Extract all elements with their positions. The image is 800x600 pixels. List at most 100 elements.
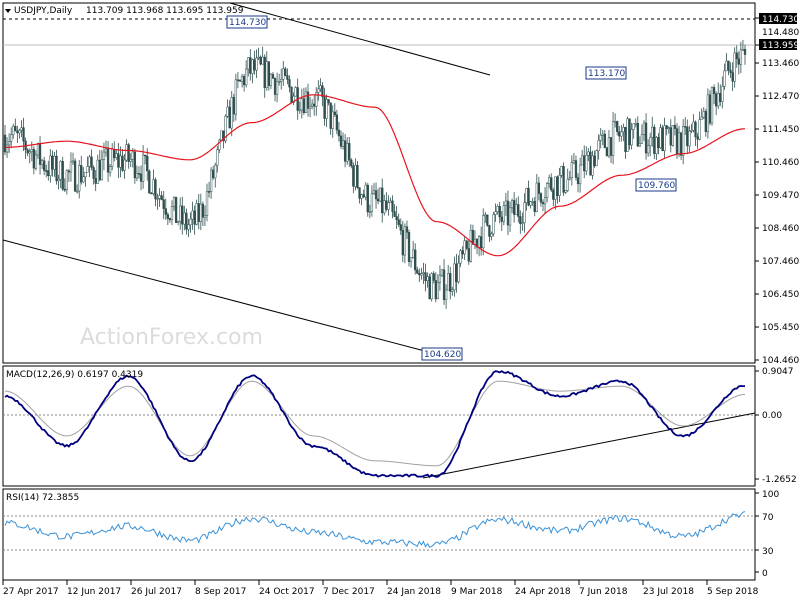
candle-body xyxy=(45,170,48,172)
annotation-114730: 114.730 xyxy=(226,15,268,29)
candle-body xyxy=(644,122,648,154)
candle-body xyxy=(632,123,635,130)
candle-body xyxy=(506,200,510,226)
macd-tick-label: -1.2652 xyxy=(762,475,797,485)
annotation-104620: 104.620 xyxy=(421,347,463,361)
candle-body xyxy=(517,204,520,217)
candle-body xyxy=(486,214,489,226)
candle-body xyxy=(622,127,625,133)
candle-body xyxy=(548,177,551,184)
candle-body xyxy=(141,154,145,182)
candle-body xyxy=(278,81,281,83)
candle-body xyxy=(63,188,66,191)
rsi-tick-label: 0 xyxy=(762,569,768,579)
candle-body xyxy=(325,99,328,119)
candle-body xyxy=(469,229,472,262)
ohlc-label: 113.709 113.968 113.695 113.959 xyxy=(86,6,244,16)
candle-body xyxy=(86,166,89,173)
candle-body xyxy=(554,176,557,200)
candle-body xyxy=(541,202,545,205)
candle-body xyxy=(302,98,306,113)
candle-body xyxy=(688,130,691,147)
candle-body xyxy=(195,203,198,225)
candle-body xyxy=(38,143,42,165)
candle-body xyxy=(414,249,417,271)
price-tick-label: 110.460 xyxy=(762,158,799,168)
candle-body xyxy=(634,122,637,125)
candle-body xyxy=(92,167,95,179)
candle-body xyxy=(599,135,602,141)
candle-body xyxy=(249,57,252,74)
macd-line xyxy=(4,370,745,479)
candle-body xyxy=(475,238,479,248)
macd-panel-frame xyxy=(2,365,756,487)
candle-body xyxy=(360,194,363,199)
candle-body xyxy=(164,208,167,215)
candle-body xyxy=(712,87,716,95)
candle-body xyxy=(451,289,454,292)
candle-body xyxy=(607,137,611,157)
candle-body xyxy=(677,132,681,155)
candle-body xyxy=(362,194,365,198)
candle-body xyxy=(306,91,310,109)
candle-body xyxy=(84,171,87,178)
candle-body xyxy=(692,121,695,131)
candle-body xyxy=(80,165,83,183)
candle-body xyxy=(224,115,227,142)
candle-body xyxy=(181,205,184,225)
candle-body xyxy=(158,195,161,199)
date-label: 24 Apr 2018 xyxy=(515,587,571,597)
candle-body xyxy=(379,187,382,202)
price-axis xyxy=(755,17,759,361)
date-label: 27 Apr 2017 xyxy=(3,587,59,597)
candle-body xyxy=(694,121,697,138)
candle-body xyxy=(321,85,324,98)
candle-body xyxy=(209,169,213,192)
candle-body xyxy=(191,210,194,220)
candle-body xyxy=(453,263,456,291)
candle-body xyxy=(616,121,619,132)
macd-tick-label: 0.9047 xyxy=(762,367,794,377)
candle-body xyxy=(71,160,75,163)
candle-body xyxy=(310,103,314,107)
candle-body xyxy=(220,130,223,141)
candle-body xyxy=(609,137,613,156)
candle-body xyxy=(356,165,359,188)
date-label: 9 Mar 2018 xyxy=(451,587,503,597)
candle-body xyxy=(461,250,464,255)
candle-body xyxy=(59,161,62,180)
candle-body xyxy=(331,111,334,129)
candle-body xyxy=(426,276,429,282)
candle-body xyxy=(236,79,240,82)
candle-body xyxy=(137,173,141,175)
candle-body xyxy=(403,226,407,256)
candle-body xyxy=(714,93,718,107)
candle-body xyxy=(556,176,559,196)
candle-body xyxy=(168,218,172,221)
annotation-113170: 113.170 xyxy=(585,66,627,80)
candle-body xyxy=(488,225,491,237)
candle-body xyxy=(572,160,576,163)
candle-body xyxy=(174,196,178,223)
candle-body xyxy=(665,125,668,129)
candle-body xyxy=(484,214,487,217)
candle-body xyxy=(719,92,722,102)
candle-body xyxy=(102,151,106,160)
candle-body xyxy=(113,148,116,158)
candle-body xyxy=(57,178,60,182)
current-price-tag xyxy=(759,39,797,50)
watermark: ActionForex.com xyxy=(80,325,263,350)
candle-body xyxy=(218,139,221,150)
candle-body xyxy=(706,94,710,132)
candle-body xyxy=(234,79,238,115)
candle-body xyxy=(399,224,402,231)
candle-body xyxy=(519,216,522,224)
candle-body xyxy=(96,159,99,184)
candle-body xyxy=(129,159,132,162)
macd-trendline xyxy=(422,412,756,479)
candle-body xyxy=(343,140,347,162)
candle-body xyxy=(449,273,452,292)
candle-body xyxy=(333,111,336,116)
candle-body xyxy=(133,151,137,179)
candle-body xyxy=(139,173,143,182)
